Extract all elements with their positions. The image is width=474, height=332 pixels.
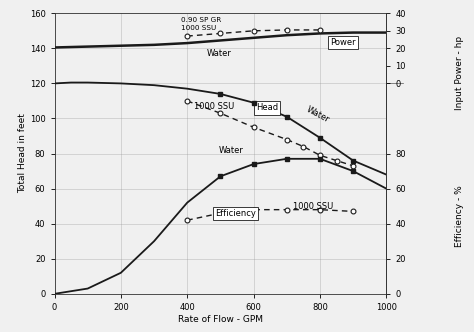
Text: Head: Head <box>256 104 278 113</box>
Text: Efficiency: Efficiency <box>215 209 256 218</box>
Text: Power: Power <box>330 38 356 47</box>
Text: 1000 SSU: 1000 SSU <box>194 102 234 111</box>
Text: Efficiency - %: Efficiency - % <box>456 185 464 247</box>
Text: Input Power - hp: Input Power - hp <box>456 36 464 110</box>
Text: Water: Water <box>207 49 232 58</box>
Text: Water: Water <box>219 145 244 154</box>
Text: 1000 SSU: 1000 SSU <box>293 202 334 210</box>
Y-axis label: Total Head in feet: Total Head in feet <box>18 114 27 194</box>
Text: 0.90 SP GR
1000 SSU: 0.90 SP GR 1000 SSU <box>181 17 221 31</box>
Text: Water: Water <box>305 105 331 125</box>
X-axis label: Rate of Flow - GPM: Rate of Flow - GPM <box>178 315 263 324</box>
